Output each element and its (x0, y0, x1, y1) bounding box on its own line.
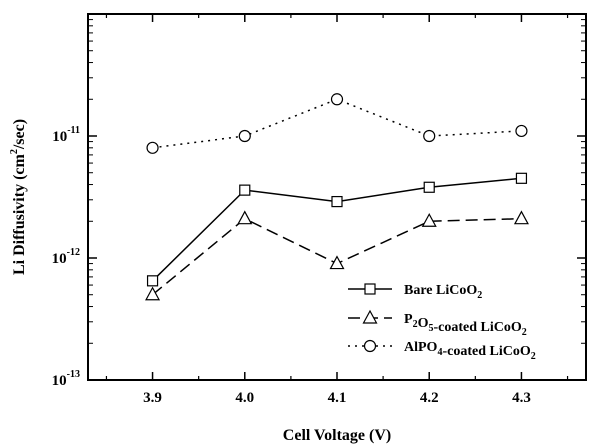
y-tick-label: 10-12 (52, 247, 80, 267)
data-point (145, 286, 161, 301)
y-tick-label: 10-11 (52, 125, 80, 145)
tick-labels: 3.9 4.0 4.1 4.2 4.3 10-13 10-12 10-11 (52, 125, 531, 406)
data-point (331, 195, 343, 208)
x-tick-label: 4.0 (235, 390, 254, 406)
data-series (145, 93, 529, 301)
legend: Bare LiCoO2 P2O5-coated LiCoO2AlPO4-coate… (348, 283, 536, 362)
x-tick-label: 3.9 (143, 390, 162, 406)
legend-label: AlPO4-coated LiCoO2 (404, 340, 536, 362)
data-point (421, 213, 437, 227)
y-axis-title: Li Diffusivity (cm2/sec) (9, 119, 28, 275)
legend-item: Bare LiCoO2 (348, 283, 482, 301)
series-square (146, 172, 528, 287)
data-point (423, 181, 435, 193)
data-point (146, 275, 159, 287)
data-point (515, 172, 528, 184)
legend-marker (364, 283, 376, 295)
data-point (330, 93, 344, 106)
y-tick-label: 10-13 (52, 369, 80, 389)
data-point (237, 210, 253, 225)
series-triangle (145, 210, 529, 301)
legend-marker (363, 339, 377, 353)
data-point (146, 141, 159, 154)
x-axis-title: Cell Voltage (V) (283, 427, 391, 444)
data-point (513, 210, 529, 225)
data-point (239, 184, 251, 196)
plot-frame (87, 13, 587, 381)
legend-label: Bare LiCoO2 (404, 283, 482, 301)
legend-item: P2O5-coated LiCoO2 (348, 309, 527, 338)
series-line (152, 98, 522, 149)
series-circle (146, 93, 528, 154)
data-point (423, 129, 436, 143)
legend-label: P2O5-coated LiCoO2 (404, 312, 527, 338)
x-tick-label: 4.1 (328, 390, 347, 406)
legend-item: AlPO4-coated LiCoO2 (348, 339, 536, 362)
legend-marker (362, 309, 378, 324)
x-tick-label: 4.3 (512, 390, 531, 406)
data-point (329, 255, 345, 270)
x-tick-label: 4.2 (420, 390, 439, 406)
data-point (515, 124, 528, 138)
data-point (238, 129, 251, 143)
